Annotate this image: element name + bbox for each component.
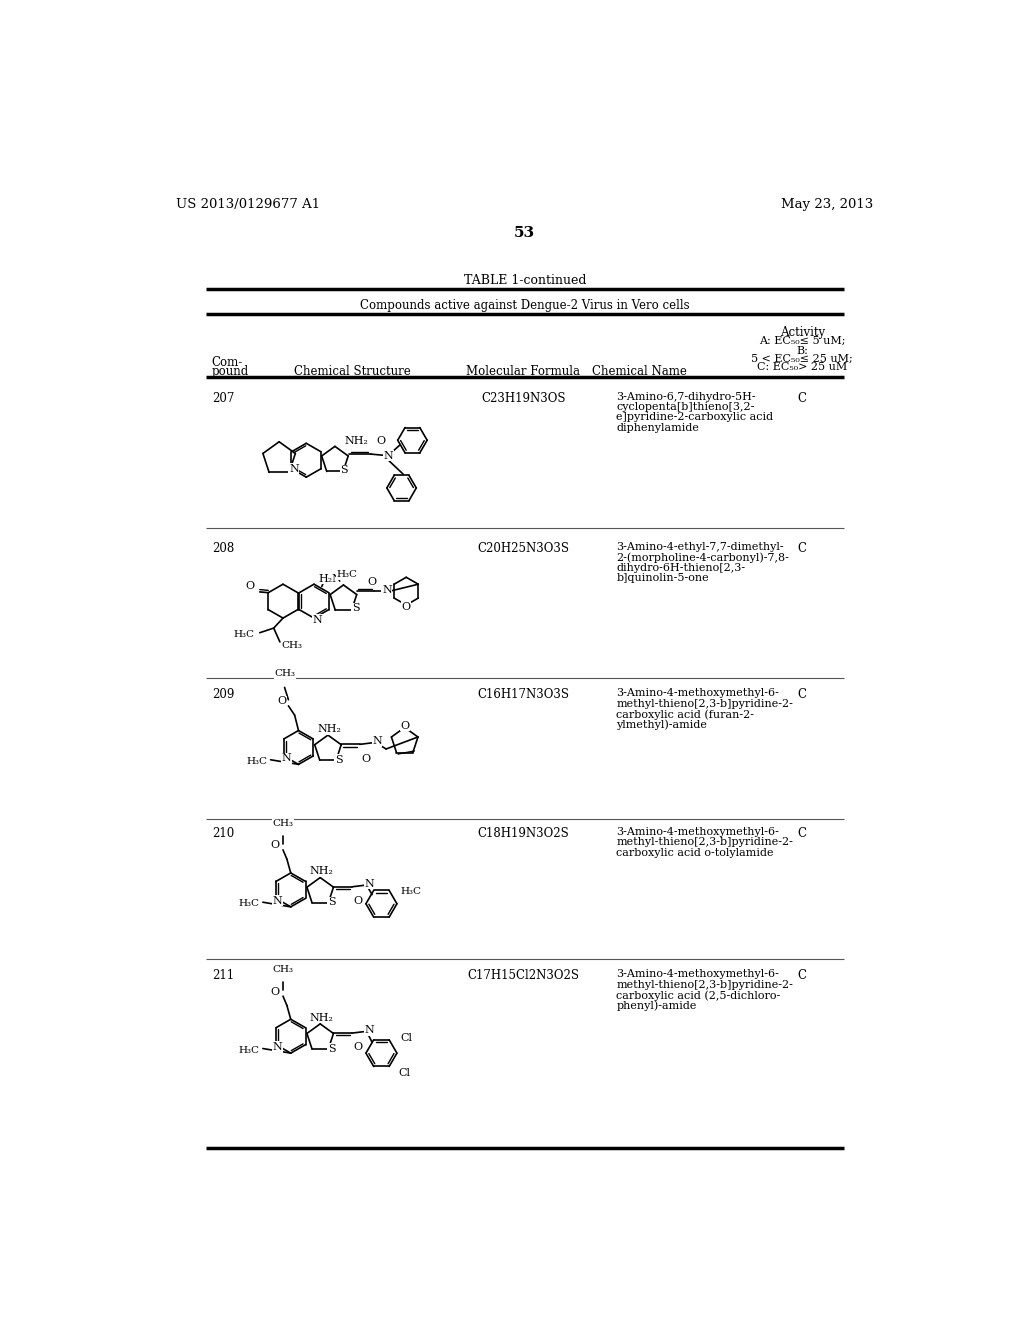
Text: Compounds active against Dengue-2 Virus in Vero cells: Compounds active against Dengue-2 Virus … <box>360 298 689 312</box>
Text: NH₂: NH₂ <box>310 1012 334 1023</box>
Text: C23H19N3OS: C23H19N3OS <box>481 392 565 405</box>
Text: O: O <box>353 896 362 906</box>
Text: 3-Amino-4-methoxymethyl-6-: 3-Amino-4-methoxymethyl-6- <box>616 826 779 837</box>
Text: 211: 211 <box>212 969 233 982</box>
Text: 5 < EC₅₀≤ 25 uM;: 5 < EC₅₀≤ 25 uM; <box>752 354 853 364</box>
Text: methyl-thieno[2,3-b]pyridine-2-: methyl-thieno[2,3-b]pyridine-2- <box>616 837 794 847</box>
Text: phenyl)-amide: phenyl)-amide <box>616 1001 696 1011</box>
Text: Chemical Structure: Chemical Structure <box>294 364 411 378</box>
Text: CH₃: CH₃ <box>282 640 302 649</box>
Text: b]quinolin-5-one: b]quinolin-5-one <box>616 573 709 583</box>
Text: B:: B: <box>797 346 808 355</box>
Text: methyl-thieno[2,3-b]pyridine-2-: methyl-thieno[2,3-b]pyridine-2- <box>616 979 794 990</box>
Text: H₂N: H₂N <box>318 574 342 583</box>
Text: pound: pound <box>212 364 249 378</box>
Text: Chemical Name: Chemical Name <box>592 364 687 378</box>
Text: S: S <box>340 465 348 475</box>
Text: N: N <box>365 879 374 888</box>
Text: Com-: Com- <box>212 355 243 368</box>
Text: Cl: Cl <box>400 1032 412 1043</box>
Text: H₃C: H₃C <box>233 630 254 639</box>
Text: May 23, 2013: May 23, 2013 <box>781 198 873 211</box>
Text: diphenylamide: diphenylamide <box>616 422 699 433</box>
Text: CH₃: CH₃ <box>274 669 295 678</box>
Text: N: N <box>372 737 382 746</box>
Text: S: S <box>328 1044 336 1053</box>
Text: NH₂: NH₂ <box>310 866 334 876</box>
Text: S: S <box>328 898 336 907</box>
Text: 3-Amino-6,7-dihydro-5H-: 3-Amino-6,7-dihydro-5H- <box>616 392 756 401</box>
Text: 2-(morpholine-4-carbonyl)-7,8-: 2-(morpholine-4-carbonyl)-7,8- <box>616 552 790 562</box>
Text: 3-Amino-4-methoxymethyl-6-: 3-Amino-4-methoxymethyl-6- <box>616 688 779 698</box>
Text: 207: 207 <box>212 392 234 405</box>
Text: N: N <box>382 585 392 595</box>
Text: O: O <box>361 754 371 763</box>
Text: carboxylic acid (2,5-dichloro-: carboxylic acid (2,5-dichloro- <box>616 990 780 1001</box>
Text: S: S <box>352 603 359 612</box>
Text: S: S <box>335 755 343 764</box>
Text: O: O <box>245 581 254 591</box>
Text: 3-Amino-4-ethyl-7,7-dimethyl-: 3-Amino-4-ethyl-7,7-dimethyl- <box>616 543 784 552</box>
Text: C16H17N3O3S: C16H17N3O3S <box>477 688 569 701</box>
Text: N: N <box>289 463 299 474</box>
Text: C: C <box>798 543 807 554</box>
Text: CH₃: CH₃ <box>272 820 294 828</box>
Text: N: N <box>312 615 322 624</box>
Text: 3-Amino-4-methoxymethyl-6-: 3-Amino-4-methoxymethyl-6- <box>616 969 779 979</box>
Text: H₃C: H₃C <box>239 899 260 908</box>
Text: N: N <box>384 450 393 461</box>
Text: A: EC₅₀≤ 5 uM;: A: EC₅₀≤ 5 uM; <box>759 337 846 346</box>
Text: TABLE 1-continued: TABLE 1-continued <box>464 275 586 286</box>
Text: 209: 209 <box>212 688 234 701</box>
Text: O: O <box>401 602 411 611</box>
Text: C: C <box>798 969 807 982</box>
Text: cyclopenta[b]thieno[3,2-: cyclopenta[b]thieno[3,2- <box>616 403 755 412</box>
Text: Activity: Activity <box>779 326 824 339</box>
Text: C17H15Cl2N3O2S: C17H15Cl2N3O2S <box>467 969 580 982</box>
Text: C: EC₅₀> 25 uM: C: EC₅₀> 25 uM <box>757 363 848 372</box>
Text: Cl: Cl <box>398 1068 411 1078</box>
Text: C20H25N3O3S: C20H25N3O3S <box>477 543 569 554</box>
Text: H₃C: H₃C <box>337 570 357 579</box>
Text: O: O <box>270 986 280 997</box>
Text: 210: 210 <box>212 826 233 840</box>
Text: US 2013/0129677 A1: US 2013/0129677 A1 <box>176 198 321 211</box>
Text: C18H19N3O2S: C18H19N3O2S <box>477 826 569 840</box>
Text: O: O <box>278 696 287 706</box>
Text: dihydro-6H-thieno[2,3-: dihydro-6H-thieno[2,3- <box>616 562 745 573</box>
Text: CH₃: CH₃ <box>272 965 294 974</box>
Text: Molecular Formula: Molecular Formula <box>466 364 581 378</box>
Text: N: N <box>272 1041 283 1052</box>
Text: N: N <box>272 896 283 906</box>
Text: carboxylic acid (furan-2-: carboxylic acid (furan-2- <box>616 709 755 719</box>
Text: O: O <box>270 841 280 850</box>
Text: C: C <box>798 826 807 840</box>
Text: ylmethyl)-amide: ylmethyl)-amide <box>616 719 708 730</box>
Text: e]pyridine-2-carboxylic acid: e]pyridine-2-carboxylic acid <box>616 412 773 422</box>
Text: NH₂: NH₂ <box>317 723 341 734</box>
Text: O: O <box>368 577 377 587</box>
Text: N: N <box>365 1026 374 1035</box>
Text: H₃C: H₃C <box>400 887 421 896</box>
Text: methyl-thieno[2,3-b]pyridine-2-: methyl-thieno[2,3-b]pyridine-2- <box>616 698 794 709</box>
Text: H₃C: H₃C <box>247 756 267 766</box>
Text: O: O <box>400 721 410 731</box>
Text: N: N <box>282 754 291 763</box>
Text: O: O <box>353 1043 362 1052</box>
Text: H₃C: H₃C <box>239 1045 260 1055</box>
Text: C: C <box>798 688 807 701</box>
Text: 53: 53 <box>514 226 536 240</box>
Text: O: O <box>377 437 386 446</box>
Text: C: C <box>798 392 807 405</box>
Text: 208: 208 <box>212 543 233 554</box>
Text: NH₂: NH₂ <box>344 436 368 446</box>
Text: carboxylic acid o-tolylamide: carboxylic acid o-tolylamide <box>616 847 774 858</box>
